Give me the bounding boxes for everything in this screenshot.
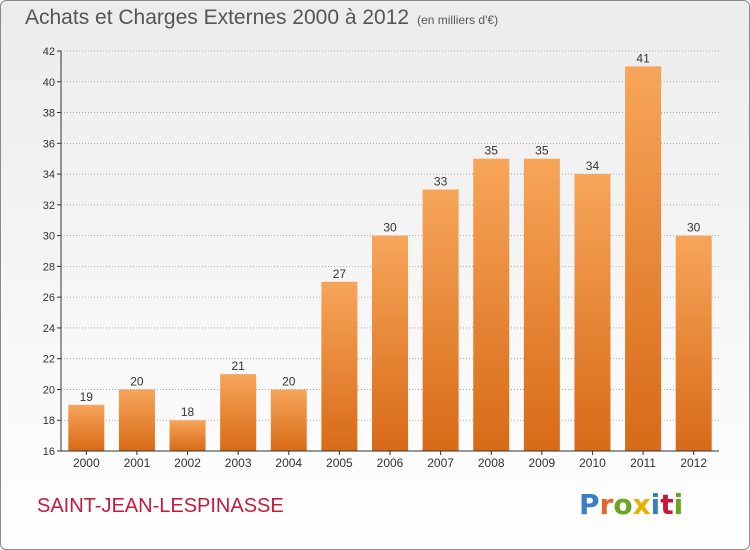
- x-tick-label: 2010: [579, 456, 606, 470]
- data-label-2003: 21: [231, 359, 245, 373]
- bar-2009: [523, 158, 560, 451]
- bar-2008: [473, 158, 510, 451]
- x-tick-label: 2008: [478, 456, 505, 470]
- bars: 19 20 18 21 20 27 30 33 35 35 34 41 30: [68, 51, 712, 452]
- y-tick-label: 24: [43, 323, 55, 335]
- x-tick-label: 2000: [73, 456, 100, 470]
- data-label-2007: 33: [434, 174, 448, 188]
- x-tick-label: 2002: [174, 456, 201, 470]
- logo-letter: o: [613, 488, 633, 521]
- x-tick-label: 2005: [326, 456, 353, 470]
- x-tick-label: 2009: [528, 456, 555, 470]
- chart-title-text: Achats et Charges Externes 2000 à 2012: [25, 6, 410, 29]
- y-tick-label: 20: [43, 384, 55, 396]
- x-tick-label: 2001: [124, 456, 151, 470]
- data-label-2010: 34: [586, 159, 600, 173]
- data-label-2004: 20: [282, 374, 296, 388]
- chart-subtitle: (en milliers d'€): [417, 13, 499, 27]
- y-tick-label: 16: [43, 446, 55, 458]
- y-tick-label: 32: [43, 200, 55, 212]
- logo-letter: i: [650, 488, 661, 521]
- bar-2011: [625, 66, 662, 451]
- x-tick-label: 2007: [427, 456, 454, 470]
- proxiti-logo[interactable]: Proxiti: [579, 488, 683, 521]
- y-tick-label: 22: [43, 354, 55, 366]
- y-tick-label: 28: [43, 261, 55, 273]
- bar-2005: [321, 281, 358, 451]
- chart-title: Achats et Charges Externes 2000 à 2012 (e…: [25, 6, 498, 30]
- x-tick-label: 2006: [377, 456, 404, 470]
- logo-letter: i: [673, 488, 684, 521]
- bar-2002: [169, 420, 206, 451]
- y-tick-label: 42: [43, 46, 55, 58]
- data-label-2002: 18: [181, 405, 195, 419]
- x-tick-label: 2012: [680, 456, 707, 470]
- y-tick-label: 18: [43, 415, 55, 427]
- y-tick-label: 34: [43, 169, 55, 181]
- data-label-2012: 30: [687, 221, 701, 235]
- bar-2006: [372, 235, 408, 451]
- y-tick-label: 26: [43, 292, 55, 304]
- bar-2001: [118, 389, 155, 451]
- x-tick-label: 2011: [630, 456, 656, 470]
- y-tick-label: 38: [43, 108, 55, 120]
- bar-2012: [675, 235, 712, 451]
- y-tick-label: 30: [43, 231, 55, 243]
- data-label-2001: 20: [130, 374, 144, 388]
- bar-2000: [68, 404, 105, 451]
- bar-2003: [220, 374, 257, 451]
- logo-letter: P: [579, 488, 600, 521]
- logo-letter: r: [599, 488, 614, 521]
- axes: 16 18 20 22 24 26 28 30 32 34 36 38 40 42 2000 2001 2002…: [43, 46, 719, 470]
- logo-letter: t: [660, 488, 674, 521]
- data-label-2006: 30: [383, 221, 397, 235]
- data-label-2011: 41: [636, 51, 650, 65]
- data-label-2005: 27: [333, 267, 347, 281]
- bar-2007: [422, 189, 459, 451]
- y-tick-label: 40: [43, 77, 55, 89]
- data-label-2009: 35: [535, 144, 549, 158]
- bar-2004: [270, 389, 307, 451]
- x-tick-label: 2003: [225, 456, 252, 470]
- data-label-2008: 35: [485, 144, 499, 158]
- bar-2010: [574, 174, 611, 452]
- x-tick-label: 2004: [275, 456, 302, 470]
- commune-name: SAINT-JEAN-LESPINASSE: [37, 495, 284, 517]
- data-label-2000: 19: [80, 390, 94, 404]
- logo-letter: x: [632, 488, 651, 521]
- y-tick-label: 36: [43, 138, 55, 150]
